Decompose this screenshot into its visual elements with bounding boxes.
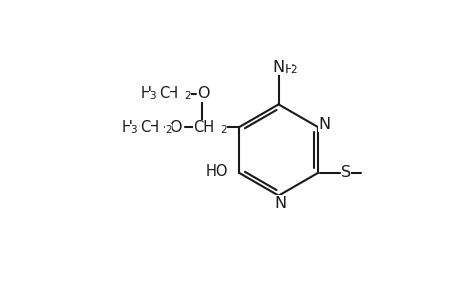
Text: S: S [340, 165, 350, 180]
Text: 3: 3 [149, 91, 156, 101]
Text: H: H [140, 86, 151, 101]
Text: H: H [121, 120, 132, 135]
Text: O: O [169, 120, 181, 135]
Text: 2: 2 [164, 124, 171, 134]
Text: 3: 3 [130, 124, 136, 134]
Text: N: N [274, 196, 285, 211]
Text: N: N [272, 60, 284, 75]
Text: 2: 2 [220, 124, 227, 134]
Text: CH: CH [192, 120, 213, 135]
Text: C: C [159, 86, 169, 101]
Text: CH: CH [157, 86, 178, 101]
Text: 2: 2 [290, 65, 297, 76]
Text: C: C [140, 120, 150, 135]
Text: 2: 2 [184, 91, 190, 101]
Text: N: N [318, 117, 330, 132]
Text: O: O [197, 86, 209, 101]
Text: H: H [285, 62, 294, 76]
Text: CH: CH [138, 120, 159, 135]
Text: HO: HO [205, 164, 227, 179]
